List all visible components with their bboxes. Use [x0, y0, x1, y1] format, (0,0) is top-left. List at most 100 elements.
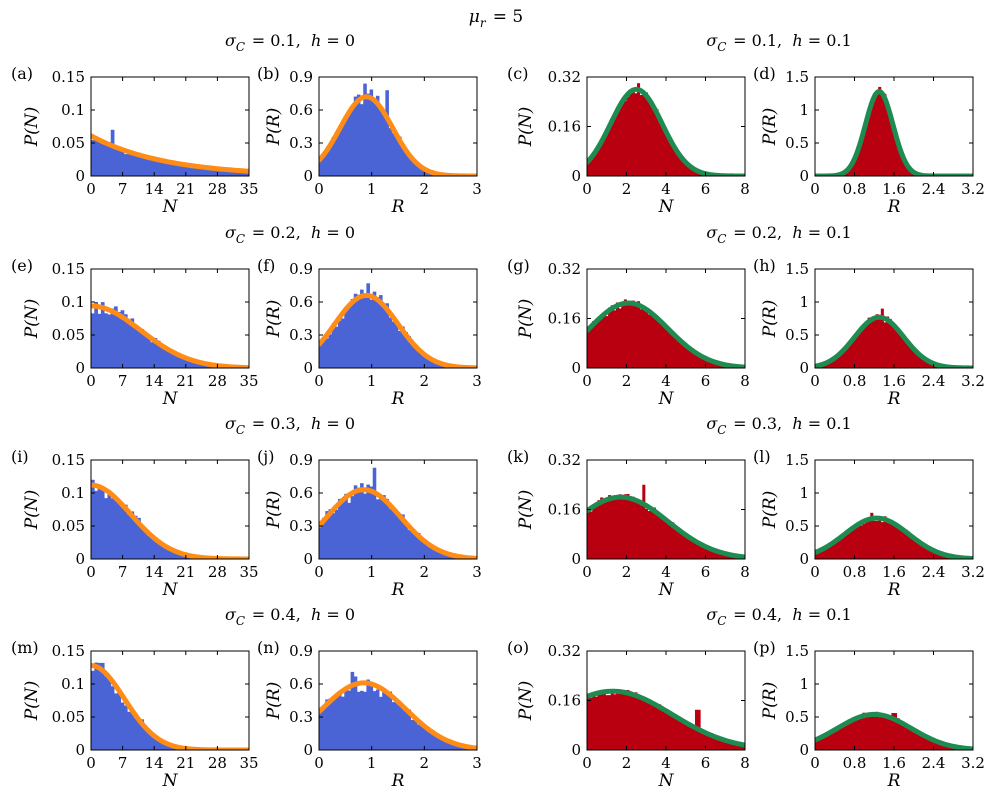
histogram-bar	[150, 155, 154, 176]
histogram-bar	[878, 717, 882, 750]
histogram-bar	[216, 169, 220, 176]
histogram-bar	[676, 717, 680, 750]
panel-tag: (c)	[507, 64, 528, 83]
histogram-bar	[928, 361, 932, 368]
histogram-bar	[891, 521, 895, 559]
histogram-bar	[100, 141, 105, 176]
histogram-bar	[587, 160, 591, 176]
x-tick-label: 2	[622, 754, 632, 772]
histogram-bar	[639, 309, 643, 368]
row-title-right: σC = 0.2, h = 0.1	[706, 223, 851, 246]
histogram-bar	[587, 507, 591, 559]
histogram-bar	[398, 136, 402, 176]
histogram-bar	[642, 92, 646, 176]
x-tick-label: 0	[86, 754, 96, 772]
histogram-bar	[594, 696, 598, 750]
histogram-bar	[432, 546, 437, 559]
y-tick-label: 0.1	[61, 675, 85, 693]
histogram-bar	[631, 300, 635, 368]
x-tick-label: 7	[118, 180, 128, 198]
histogram-bar	[894, 325, 898, 368]
panel-l: 0 0.8 1.6 2.4 3.2 0 0.5 1 1.5 R P(R) (l)	[753, 447, 985, 600]
histogram-bar	[705, 359, 709, 368]
histogram-bar	[838, 538, 842, 559]
histogram-bar	[127, 711, 131, 750]
histogram-bar	[130, 713, 135, 750]
histogram-bar	[870, 512, 874, 559]
histogram-bar	[849, 529, 853, 559]
histogram-bar	[331, 136, 336, 176]
histogram-bar	[391, 702, 396, 750]
histogram-bar	[127, 150, 131, 176]
y-tick-label: 0.1	[61, 101, 85, 119]
x-tick-label: 35	[239, 754, 258, 772]
y-axis-label: P(N)	[516, 107, 536, 148]
histogram-bar	[337, 320, 342, 368]
histogram-bar	[388, 128, 393, 176]
x-axis-label: N	[162, 580, 179, 600]
histogram-bar	[666, 132, 670, 176]
histogram-bar	[846, 533, 850, 559]
histogram-bar	[423, 540, 427, 559]
x-tick-label: 1.6	[882, 754, 906, 772]
x-tick-label: 1	[367, 372, 377, 390]
histogram-bar	[398, 701, 402, 750]
histogram-bar	[173, 550, 177, 559]
histogram-bar	[705, 546, 709, 559]
histogram-bar	[123, 504, 128, 559]
histogram-bar	[901, 724, 905, 750]
y-tick-label: 0.32	[548, 642, 581, 660]
histogram-bar	[350, 671, 355, 750]
histogram-bar	[650, 312, 654, 368]
histogram-bar	[143, 729, 148, 750]
histogram-bar	[594, 502, 598, 559]
histogram-bar	[372, 467, 377, 559]
histogram-bar	[163, 163, 168, 176]
histogram-bar	[870, 103, 874, 176]
histogram-bar	[143, 531, 148, 559]
histogram-bar	[891, 322, 895, 368]
histogram-bar	[854, 155, 858, 176]
histogram-bar	[663, 518, 667, 559]
histogram-bar	[663, 710, 667, 750]
histogram-bar	[907, 531, 911, 559]
x-tick-label: 6	[701, 754, 711, 772]
histogram	[815, 711, 973, 750]
histogram-bar	[375, 689, 380, 750]
x-tick-label: 2	[622, 180, 632, 198]
histogram	[91, 129, 249, 176]
histogram-bar	[416, 533, 421, 559]
histogram-bar	[689, 166, 693, 176]
histogram-bar	[655, 315, 659, 368]
histogram-bar	[117, 691, 122, 750]
y-axis-label: P(N)	[516, 490, 536, 531]
histogram-bar	[608, 124, 612, 176]
histogram-bar	[687, 348, 691, 368]
histogram-bar	[684, 533, 688, 559]
histogram-bar	[391, 133, 396, 176]
x-tick-label: 6	[701, 372, 711, 390]
histogram-bar	[130, 152, 135, 176]
histogram-bar	[673, 149, 677, 176]
histogram-bar	[100, 662, 105, 750]
histogram-bar	[734, 743, 738, 750]
histogram-bar	[117, 311, 122, 368]
x-axis-label: R	[887, 580, 901, 600]
histogram-bar	[650, 703, 654, 750]
histogram-bar	[110, 686, 115, 750]
y-tick-label: 0.15	[52, 68, 85, 86]
histogram-bar	[334, 134, 339, 176]
histogram-bar	[687, 164, 691, 176]
histogram-bar	[133, 154, 138, 176]
histogram-bar	[742, 745, 745, 750]
histogram-bar	[597, 146, 601, 176]
histogram-bar	[634, 498, 638, 559]
x-tick-label: 2.4	[922, 754, 946, 772]
histogram-bar	[713, 361, 717, 368]
x-tick-label: 0.8	[843, 180, 867, 198]
x-tick-label: 0	[86, 563, 96, 581]
histogram-bar	[739, 744, 743, 750]
histogram-bar	[718, 739, 722, 750]
histogram-bar	[347, 502, 351, 559]
histogram-bar	[107, 490, 112, 559]
